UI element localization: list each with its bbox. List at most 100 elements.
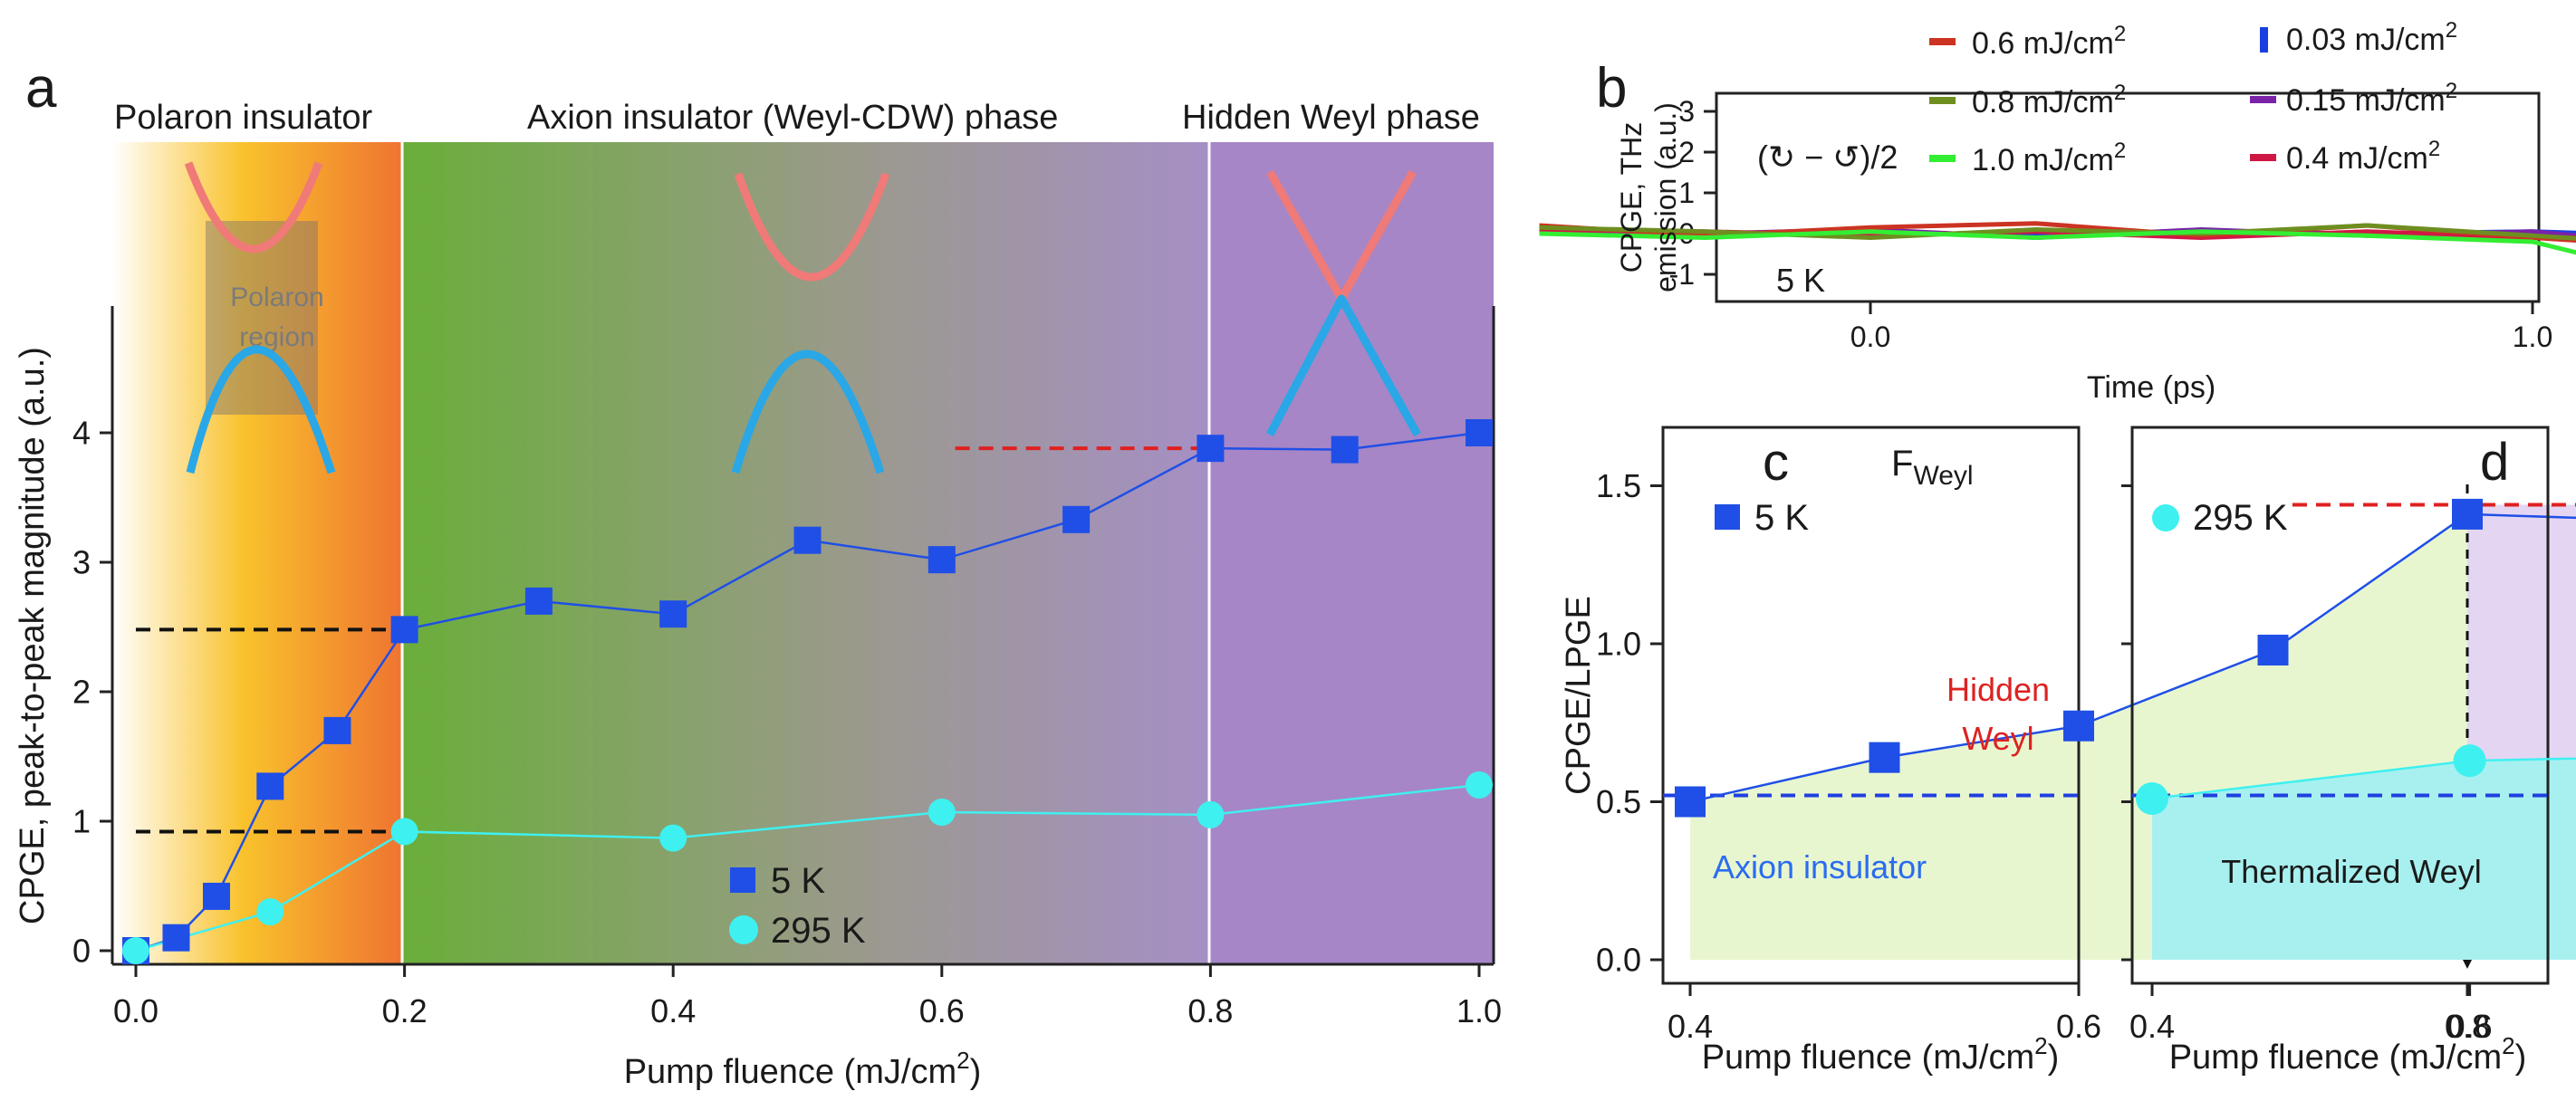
panel-b-y-label-line1: CPGE, THz — [1615, 122, 1648, 273]
legend-0.8-swatch — [1929, 97, 1956, 104]
hidden-weyl-label-1: Hidden — [1946, 671, 2050, 708]
panel-d: 0.40.60.81.0 d 295 K Thermalized Weyl Pu… — [2121, 426, 2576, 1077]
data-point-circle — [390, 818, 418, 846]
f-weyl-label: FWeyl — [1891, 444, 1974, 491]
panel-b-legend: 0.6 mJ/cm2 0.8 mJ/cm2 1.0 mJ/cm2 0.03 mJ… — [1929, 18, 2457, 177]
legend-1.0-label: 1.0 mJ/cm2 — [1972, 139, 2126, 177]
band-cartoon-weyl-valence-icon — [1266, 294, 1421, 437]
polaron-region-label-1: Polaron — [230, 282, 323, 312]
band-cartoon-polaron-valence-icon — [186, 345, 336, 474]
panel-a-x-label: Pump fluence (mJ/cm2) — [624, 1047, 982, 1091]
panel-b-frame — [1715, 91, 2541, 303]
y-tick-label: 1 — [1678, 177, 1695, 209]
x-tick-label: 1.0 — [2513, 321, 2552, 353]
y-tick-label: 0.0 — [1596, 942, 1641, 979]
legend-0.8-label: 0.8 mJ/cm2 — [1972, 81, 2126, 120]
panel-a-data-marks — [122, 419, 1493, 964]
data-point-circle — [256, 898, 284, 926]
x-tick-label: 0.0 — [1850, 321, 1890, 353]
band-cartoon-axion-valence-icon — [731, 349, 885, 474]
data-point-circle — [928, 798, 956, 826]
y-tick-label: -1 — [1669, 258, 1695, 291]
legend-295k-label: 295 K — [771, 911, 866, 951]
y-tick-label: 0 — [72, 933, 91, 970]
panel-d-legend-marker — [2152, 504, 2179, 531]
panel-b-traces — [1539, 221, 2576, 255]
panel-d-ticks: 0.40.60.81.0 — [2121, 484, 2493, 1045]
panel-b-y-label-line2: emission (a.u.) — [1649, 102, 1682, 292]
thermalized-weyl-region — [2152, 758, 2576, 960]
x-tick-label: 0.6 — [919, 992, 965, 1029]
data-point-square — [202, 882, 230, 910]
data-point-square — [2063, 710, 2094, 742]
legend-5k-label: 5 K — [771, 861, 825, 901]
legend-295k-marker — [729, 915, 758, 944]
y-tick-label: 3 — [1678, 95, 1695, 128]
x-tick-label: 0.8 — [2445, 1008, 2490, 1045]
y-tick-label: 1.0 — [1596, 626, 1641, 663]
phase-label-hidden-weyl: Hidden Weyl phase — [1182, 99, 1480, 137]
data-point-square — [524, 587, 553, 615]
data-point-square — [793, 526, 822, 554]
data-point-square — [1062, 505, 1091, 533]
legend-1.0-swatch — [1929, 155, 1956, 162]
data-point-square — [2257, 634, 2289, 665]
panel-c-letter: c — [1763, 433, 1789, 492]
axion-insulator-label: Axion insulator — [1713, 848, 1927, 886]
panel-c-legend-label: 5 K — [1754, 498, 1809, 538]
legend-0.15-swatch — [2250, 96, 2276, 103]
panel-d-letter: d — [2480, 433, 2509, 492]
series-line-5-K — [135, 431, 1480, 953]
x-tick-label: 0.4 — [2129, 1008, 2175, 1045]
data-point-square — [1197, 435, 1225, 463]
phase-label-axion: Axion insulator (Weyl-CDW) phase — [527, 99, 1058, 137]
y-tick-label: 1.5 — [1596, 467, 1641, 504]
band-cartoon-polaron-conduction-icon — [184, 161, 323, 254]
legend-0.03-swatch — [2260, 27, 2268, 53]
data-point-square — [659, 600, 687, 628]
data-point-square — [1675, 786, 1706, 818]
panel-d-frame — [2130, 426, 2550, 985]
y-tick-label: 0.5 — [1596, 783, 1641, 820]
panel-c-y-label: CPGE/LPGE — [1560, 596, 1598, 795]
legend-0.15-label: 0.15 mJ/cm2 — [2286, 79, 2457, 118]
data-point-square — [1331, 436, 1359, 464]
series-line-295-K — [2151, 757, 2576, 800]
x-tick-label: 0.8 — [1187, 992, 1233, 1029]
hidden-weyl-phase-region — [1209, 142, 1494, 964]
phase-label-polaron: Polaron insulator — [114, 99, 373, 137]
panel-c: 0.40.60.81.00.00.51.01.5 c 5 K FWeyl Axi… — [1560, 426, 2576, 1077]
data-point-square — [1466, 419, 1493, 446]
data-point-square — [2452, 498, 2483, 530]
x-tick-label: 0.6 — [2056, 1008, 2101, 1045]
x-tick-label: 0.4 — [1668, 1008, 1713, 1045]
y-tick-label: 1 — [72, 803, 91, 840]
legend-0.6-label: 0.6 mJ/cm2 — [1972, 22, 2126, 61]
panel-c-data-marks — [1675, 498, 2483, 818]
legend-0.4-swatch — [2250, 154, 2276, 161]
panel-c-x-label: Pump fluence (mJ/cm2) — [1702, 1032, 2060, 1077]
data-point-circle — [122, 937, 149, 964]
x-tick-label: 0.6 — [2447, 1008, 2493, 1045]
panel-a: a Polaron insulator Axion insulator (Wey… — [14, 57, 1502, 1091]
x-tick-label: 0.2 — [382, 992, 428, 1029]
legend-0.4-label: 0.4 mJ/cm2 — [2286, 137, 2440, 176]
panel-d-region — [2152, 758, 2576, 960]
data-point-square — [390, 616, 418, 644]
panel-d-series-lines — [2151, 757, 2576, 800]
panel-c-legend-marker — [1715, 504, 1740, 530]
panel-d-x-label: Pump fluence (mJ/cm2) — [2169, 1032, 2527, 1077]
panel-d-legend-label: 295 K — [2193, 498, 2288, 538]
data-point-circle — [1197, 800, 1225, 828]
x-tick-label: 0.0 — [113, 992, 159, 1029]
data-point-square — [256, 772, 284, 800]
data-point-circle — [1466, 771, 1493, 799]
trace-1.0-mJ/cm2 — [1539, 229, 2576, 255]
band-cartoon-axion-conduction-icon — [734, 172, 890, 282]
panel-c-frame — [1661, 426, 2081, 985]
legend-0.6-swatch — [1929, 38, 1956, 45]
data-point-square — [928, 546, 956, 574]
